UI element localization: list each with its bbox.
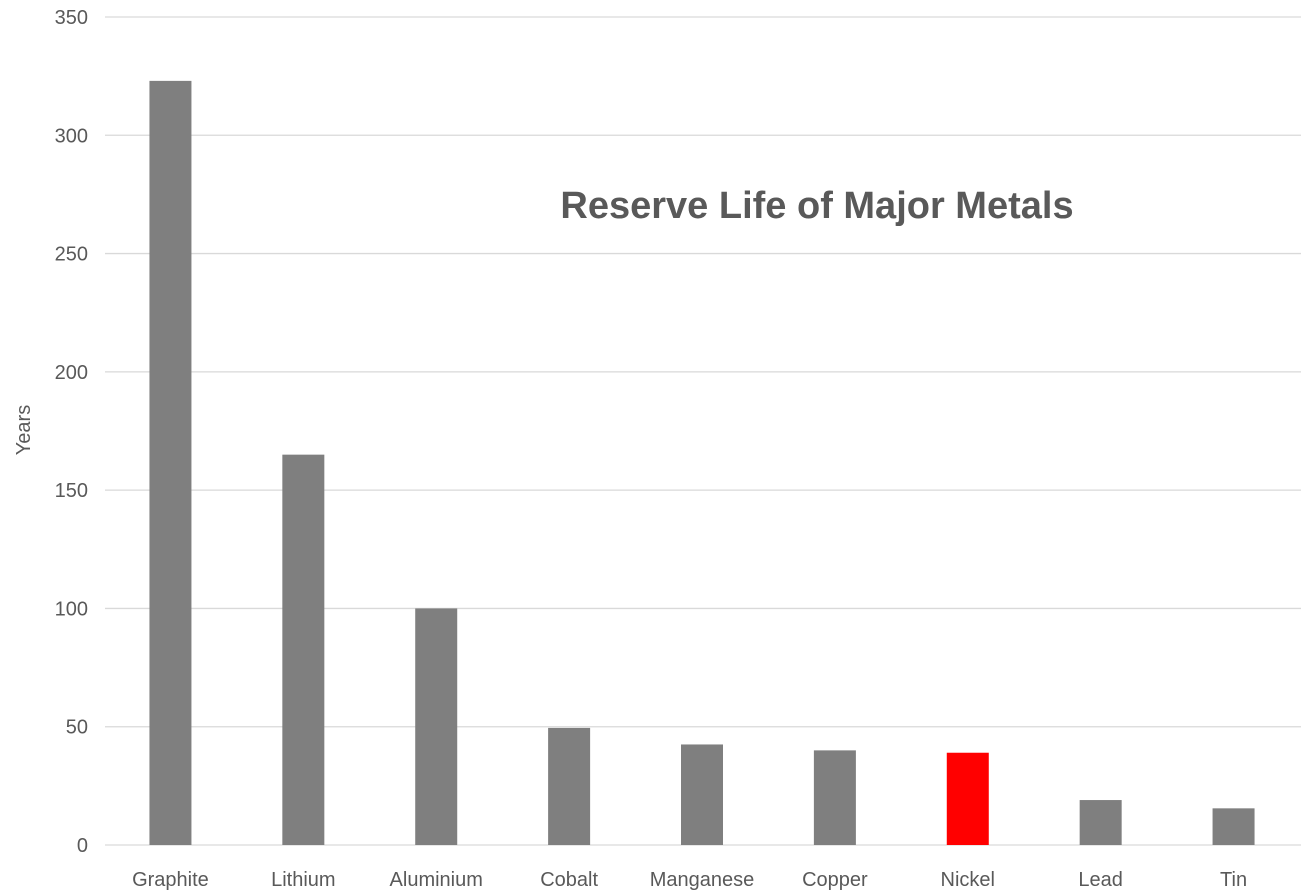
x-category-label: Lithium (271, 869, 335, 891)
y-axis-title: Years (13, 405, 35, 455)
bar-aluminium (415, 608, 458, 845)
x-category-label: Copper (802, 869, 868, 891)
y-tick-label: 0 (77, 835, 88, 857)
x-axis-category-labels: Graphite Lithium Aluminium Cobalt Manganese C… (132, 869, 1247, 891)
bar-tin (1212, 808, 1255, 845)
chart-title: Reserve Life of Major Metals (560, 185, 1073, 227)
bar-manganese (681, 744, 723, 845)
y-tick-label: 50 (66, 717, 88, 739)
x-category-label: Lead (1078, 869, 1123, 891)
bar-lithium (282, 454, 325, 845)
x-category-label: Manganese (650, 869, 755, 891)
x-category-label: Graphite (132, 869, 209, 891)
y-tick-label: 200 (55, 362, 88, 384)
x-category-label: Nickel (941, 869, 995, 891)
y-tick-label: 100 (55, 598, 88, 620)
y-tick-label: 250 (55, 244, 88, 266)
x-category-label: Aluminium (390, 869, 483, 891)
y-tick-label: 350 (55, 7, 88, 29)
x-category-label: Cobalt (540, 869, 598, 891)
bar-cobalt (548, 727, 591, 845)
bar-nickel (946, 752, 989, 845)
y-axis-tick-labels: 0 50 100 150 200 250 300 350 (55, 7, 88, 857)
x-category-label: Tin (1220, 869, 1247, 891)
bars (149, 80, 1255, 846)
y-tick-label: 300 (55, 125, 88, 147)
bar-lead (1079, 800, 1122, 845)
bar-graphite (149, 80, 192, 846)
bar-copper (813, 750, 856, 845)
y-tick-label: 150 (55, 480, 88, 502)
